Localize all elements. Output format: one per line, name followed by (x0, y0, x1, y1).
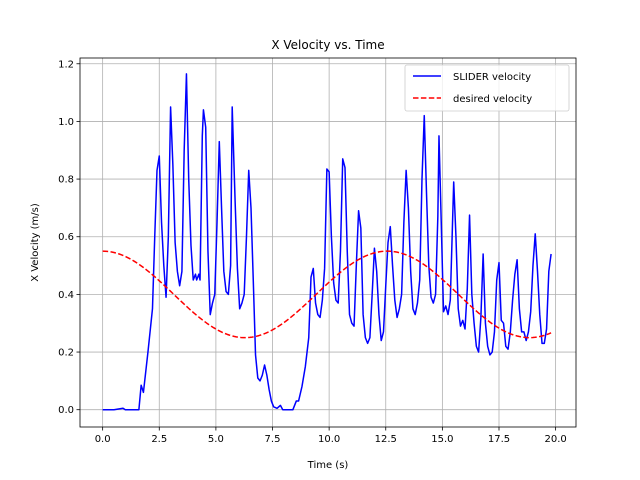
legend: SLIDER velocity desired velocity (404, 64, 570, 112)
legend-box (404, 64, 570, 112)
y-tick-label: 0.8 (58, 175, 74, 186)
x-tick-label: 2.5 (151, 434, 167, 445)
axis-ticks: 0.0 2.5 5.0 7.5 10.0 12.5 15.0 17.5 20.0 0.0 0.2 0.… (58, 59, 567, 445)
x-tick-label: 15.0 (431, 434, 453, 445)
x-tick-label: 17.5 (488, 434, 510, 445)
y-tick-label: 0.4 (58, 290, 74, 301)
x-tick-label: 0.0 (95, 434, 111, 445)
series-line-slider-velocity (102, 73, 552, 411)
axes-frame (79, 57, 577, 428)
chart-title: X Velocity vs. Time (271, 38, 384, 52)
x-axis-label: Time (s) (307, 460, 349, 471)
series-layer (102, 73, 552, 411)
y-axis-label: X Velocity (m/s) (30, 203, 41, 282)
x-tick-label: 5.0 (208, 434, 224, 445)
x-tick-label: 10.0 (318, 434, 340, 445)
y-tick-label: 0.6 (58, 232, 74, 243)
legend-label-slider-velocity: SLIDER velocity (453, 72, 531, 83)
x-tick-label: 12.5 (375, 434, 397, 445)
y-tick-label: 0.2 (58, 348, 74, 359)
x-tick-label: 7.5 (265, 434, 281, 445)
legend-label-desired-velocity: desired velocity (453, 94, 532, 105)
series-line-desired-velocity (102, 250, 552, 339)
y-tick-label: 1.2 (58, 59, 74, 70)
y-tick-label: 1.0 (58, 117, 74, 128)
y-tick-label: 0.0 (58, 405, 74, 416)
x-tick-label: 20.0 (544, 434, 566, 445)
